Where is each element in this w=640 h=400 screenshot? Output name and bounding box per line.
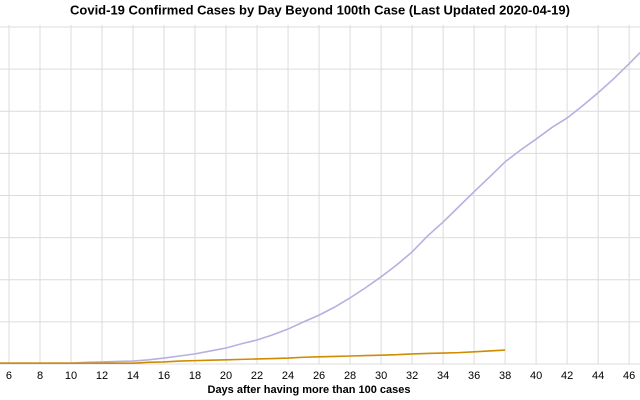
x-tick-label: 22 (251, 370, 263, 382)
x-tick-label: 38 (499, 370, 511, 382)
x-tick-label: 36 (468, 370, 480, 382)
x-tick-label: 28 (344, 370, 356, 382)
x-tick-label: 18 (189, 370, 201, 382)
plot-area (0, 51, 640, 364)
x-tick-label: 6 (6, 370, 12, 382)
x-tick-label: 32 (406, 370, 418, 382)
x-tick-label: 26 (313, 370, 325, 382)
x-tick-label: 24 (282, 370, 294, 382)
x-tick-label: 34 (437, 370, 449, 382)
x-tick-label: 14 (127, 370, 139, 382)
chart-title: Covid-19 Confirmed Cases by Day Beyond 1… (70, 2, 570, 17)
x-tick-label: 8 (37, 370, 43, 382)
x-tick-label: 10 (65, 370, 77, 382)
x-tick-label: 20 (220, 370, 232, 382)
x-tick-label: 16 (158, 370, 170, 382)
x-axis-label: Days after having more than 100 cases (208, 384, 411, 396)
x-tick-label: 40 (530, 370, 542, 382)
x-tick-label: 46 (623, 370, 635, 382)
x-tick-label: 12 (96, 370, 108, 382)
series-line (0, 349, 506, 364)
x-tick-label: 44 (592, 370, 604, 382)
series-line (0, 51, 640, 364)
x-tick-label: 42 (561, 370, 573, 382)
x-tick-label: 30 (375, 370, 387, 382)
